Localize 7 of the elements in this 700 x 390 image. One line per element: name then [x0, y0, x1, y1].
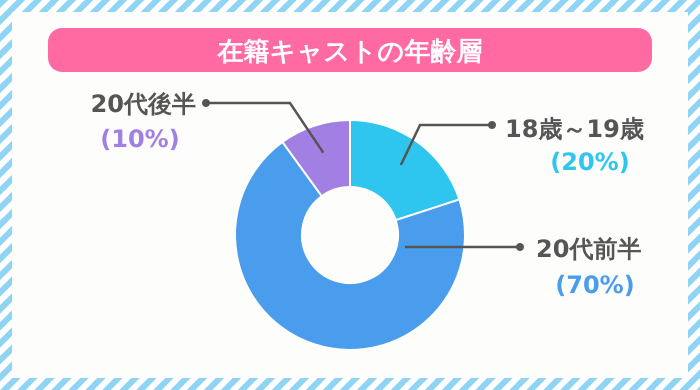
data-label: (70%) [555, 271, 635, 299]
chart-title: 在籍キャストの年齢層 [216, 37, 482, 67]
data-label: (20%) [550, 148, 630, 176]
slice-label: 20代前半 [536, 235, 642, 263]
slice-label: 20代後半 [90, 90, 196, 118]
data-label: (10%) [100, 125, 180, 153]
slice-label: 18歳～19歳 [505, 115, 644, 143]
